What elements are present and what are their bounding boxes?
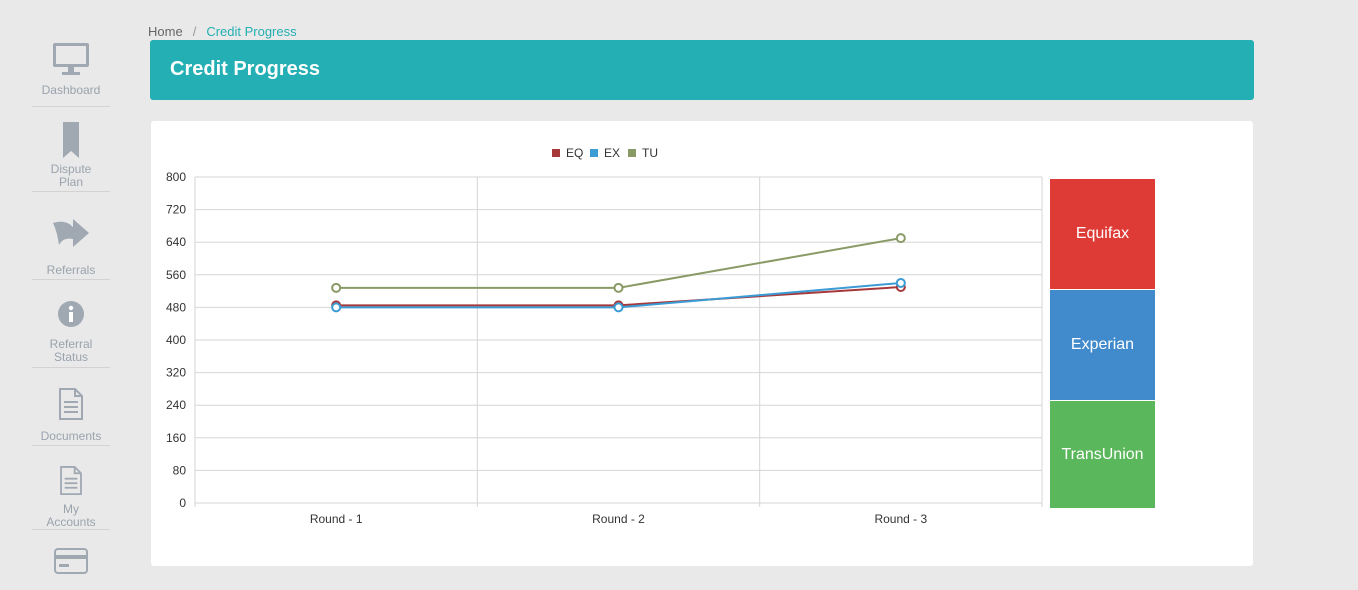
- sidebar-item-my-accounts[interactable]: My Accounts: [32, 446, 110, 530]
- sidebar-item-label: Dispute Plan: [50, 162, 92, 189]
- sidebar-item-dispute-plan[interactable]: Dispute Plan: [32, 107, 110, 192]
- sidebar-item-label: Referrals: [46, 263, 96, 277]
- breadcrumb: Home / Credit Progress: [148, 24, 297, 39]
- sidebar-item-label: Documents: [40, 429, 102, 443]
- bureau-equifax: Equifax: [1050, 179, 1155, 289]
- y-tick-label: 640: [166, 235, 186, 249]
- bureau-label: Experian: [1070, 336, 1135, 353]
- bureau-label: TransUnion: [1061, 445, 1144, 463]
- sidebar-item-payments[interactable]: [32, 530, 110, 590]
- chart-panel: 0 80 160 240 320 400 480 560 640 720 800 Round - 1 R…: [151, 121, 1253, 566]
- y-tick-label: 0: [179, 496, 186, 510]
- document-icon: [60, 466, 82, 495]
- document-icon: [59, 388, 83, 420]
- x-tick-label: Round - 3: [874, 512, 927, 526]
- y-tick-label: 800: [166, 170, 186, 184]
- y-tick-label: 400: [166, 333, 186, 347]
- y-tick-label: 720: [166, 203, 186, 217]
- monitor-icon: [53, 43, 89, 75]
- y-tick-label: 480: [166, 300, 186, 314]
- y-tick-label: 560: [166, 268, 186, 282]
- sidebar-nav: Dashboard Dispute Plan Referrals Referra…: [32, 32, 110, 590]
- sidebar-item-label: Referral Status: [49, 337, 93, 364]
- sidebar-item-referral-status[interactable]: Referral Status: [32, 280, 110, 368]
- sidebar-item-documents[interactable]: Documents: [32, 368, 110, 446]
- bureau-transunion: TransUnion: [1050, 401, 1155, 508]
- legend-swatch-tu: [628, 149, 636, 157]
- data-point-tu: [895, 233, 906, 244]
- legend-swatch-eq: [552, 149, 560, 157]
- page-header: Credit Progress: [150, 40, 1254, 100]
- legend-label-eq: EQ: [566, 146, 583, 160]
- x-tick-label: Round - 1: [310, 512, 363, 526]
- data-point-ex: [613, 302, 624, 313]
- info-circle-icon: [58, 301, 84, 327]
- share-arrow-icon: [53, 219, 89, 247]
- series-line-tu: [336, 237, 902, 289]
- data-point-tu: [613, 282, 624, 293]
- page-title: Credit Progress: [170, 58, 321, 80]
- sidebar-item-referrals[interactable]: Referrals: [32, 192, 110, 280]
- credit-progress-chart: 0 80 160 240 320 400 480 560 640 720 800 Round - 1 R…: [166, 146, 1043, 526]
- legend-label-tu: TU: [642, 146, 658, 160]
- y-tick-label: 80: [173, 463, 187, 477]
- bookmark-icon: [63, 122, 79, 158]
- breadcrumb-separator: /: [192, 24, 197, 39]
- y-tick-label: 240: [166, 398, 186, 412]
- sidebar-item-label: Dashboard: [41, 83, 101, 97]
- sidebar-item-dashboard[interactable]: Dashboard: [32, 32, 110, 107]
- credit-card-icon: [54, 548, 88, 574]
- legend-label-ex: EX: [604, 146, 620, 160]
- data-point-tu: [331, 282, 342, 293]
- legend-swatch-ex: [590, 149, 598, 157]
- bureau-label: Equifax: [1075, 225, 1130, 242]
- breadcrumb-home-link[interactable]: Home: [148, 24, 183, 39]
- data-point-ex: [331, 302, 342, 313]
- y-tick-label: 320: [166, 366, 186, 380]
- x-tick-label: Round - 2: [592, 512, 645, 526]
- y-tick-label: 160: [166, 431, 186, 445]
- sidebar-item-label: My Accounts: [46, 502, 96, 529]
- data-point-ex: [895, 277, 906, 288]
- breadcrumb-current: Credit Progress: [206, 24, 297, 39]
- bureau-experian: Experian: [1050, 290, 1155, 400]
